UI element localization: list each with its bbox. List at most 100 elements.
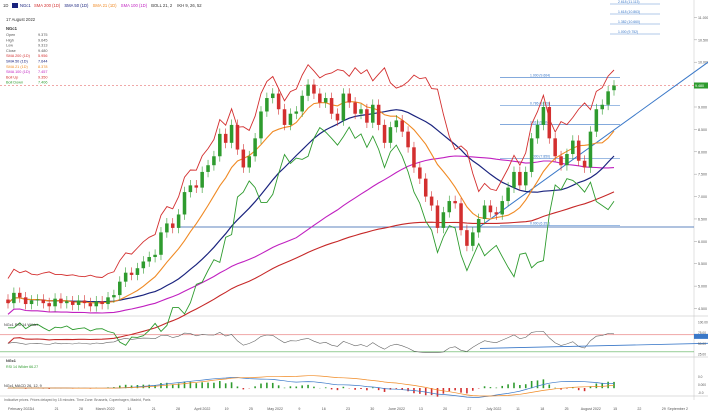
candle-body bbox=[6, 299, 10, 304]
toolbar-study-label: SMA 200 (1D) bbox=[34, 3, 61, 8]
candle-body bbox=[229, 124, 234, 143]
candle-body bbox=[94, 301, 99, 307]
candle-body bbox=[65, 301, 69, 304]
macd-histogram-bar bbox=[260, 383, 262, 389]
candle-body bbox=[123, 272, 128, 282]
candle-body bbox=[565, 154, 569, 166]
candle-body bbox=[341, 93, 346, 121]
symbol-icon bbox=[12, 3, 18, 8]
candle-body bbox=[288, 113, 293, 125]
candle-body bbox=[241, 149, 246, 168]
date-axis-label: 27 bbox=[467, 407, 471, 411]
macd-histogram-bar bbox=[607, 381, 609, 389]
macd-histogram-bar bbox=[601, 382, 604, 389]
macd-histogram-bar bbox=[524, 384, 527, 389]
macd-histogram-bar bbox=[471, 388, 474, 391]
candle-body bbox=[276, 93, 281, 110]
macd-histogram-bar bbox=[595, 383, 598, 389]
date-axis-label: 14 bbox=[30, 407, 34, 411]
rsi-line bbox=[7, 331, 615, 353]
macd-histogram-bar bbox=[583, 388, 586, 392]
candle-body bbox=[188, 185, 193, 193]
macd-histogram-bar bbox=[395, 388, 398, 389]
info-row-label: Boll Up bbox=[6, 75, 18, 79]
macd-histogram-bar bbox=[336, 388, 339, 391]
price-tick-label: 10.500 bbox=[698, 38, 708, 42]
candle-body bbox=[512, 171, 516, 188]
price-tick-label: 7.000 bbox=[698, 195, 707, 199]
macd-histogram-bar bbox=[242, 388, 245, 390]
toolbar-symbol: NGc1 bbox=[20, 3, 31, 8]
candle-body bbox=[376, 104, 381, 125]
date-axis-label: 25 bbox=[249, 407, 253, 411]
price-tick-label: 7.500 bbox=[698, 173, 707, 177]
macd-histogram-bar bbox=[307, 384, 309, 389]
macd-histogram-bar bbox=[224, 383, 227, 389]
fib-level-label: 2.618 (11.113) bbox=[618, 0, 640, 4]
macd-histogram-bar bbox=[213, 382, 215, 389]
candle-body bbox=[612, 85, 616, 91]
macd-histogram-bar bbox=[495, 387, 498, 389]
date-axis-label: 28 bbox=[79, 407, 83, 411]
candle-body bbox=[365, 109, 369, 123]
candle-body bbox=[582, 160, 587, 168]
sma-100-line bbox=[7, 155, 615, 315]
info-date: 17 August 2022 bbox=[6, 17, 36, 22]
candle-body bbox=[118, 281, 122, 296]
date-axis-label: September 2 bbox=[667, 407, 688, 411]
candle-body bbox=[59, 298, 63, 304]
macd-histogram-bar bbox=[183, 381, 186, 389]
candle-body bbox=[471, 232, 475, 246]
fib-level-label: 1.000 (9.664) bbox=[530, 73, 550, 77]
info-row-label: SMA 21 (1D) bbox=[6, 65, 28, 69]
candle-body bbox=[153, 254, 157, 258]
candle-body bbox=[429, 196, 434, 206]
date-axis-label: 25 bbox=[565, 407, 569, 411]
timeframe-label: 1D bbox=[3, 3, 8, 8]
macd-histogram-bar bbox=[236, 386, 239, 389]
candle-body bbox=[100, 301, 104, 305]
macd-histogram-bar bbox=[542, 379, 545, 389]
macd-histogram-bar bbox=[354, 388, 356, 390]
date-axis-label: 14 bbox=[127, 407, 131, 411]
candle-body bbox=[323, 98, 328, 103]
macd-histogram-bar bbox=[566, 388, 568, 389]
toolbar-study-label: SMA 21 (1D) bbox=[93, 3, 118, 8]
candle-body bbox=[476, 218, 481, 233]
candle-body bbox=[459, 203, 463, 231]
candle-body bbox=[135, 268, 140, 275]
candle-body bbox=[418, 167, 422, 179]
candle-body bbox=[412, 147, 416, 168]
info-row-value: 9.375 bbox=[38, 33, 48, 37]
rsi-tick-label: 25.00 bbox=[698, 353, 706, 357]
toolbar-study-label: IKH 9, 26, 52 bbox=[177, 3, 202, 8]
macd-title: NGc1 MACD 26, 12, 9 bbox=[4, 384, 42, 388]
candle-body bbox=[41, 299, 46, 304]
candle-body bbox=[606, 91, 610, 105]
price-tick-label: 10.000 bbox=[698, 61, 708, 65]
macd-histogram-bar bbox=[171, 384, 174, 389]
macd-histogram-bar bbox=[254, 386, 256, 389]
candle-body bbox=[347, 93, 352, 103]
info-row-value: 7.457 bbox=[38, 70, 48, 74]
date-axis-label: 15 bbox=[613, 407, 617, 411]
candle-body bbox=[423, 178, 428, 197]
rsi-tick-label: 100.00 bbox=[698, 321, 708, 325]
candle-body bbox=[312, 84, 316, 94]
macd-histogram-bar bbox=[436, 388, 439, 397]
info-row-label: SMA 100 (1D) bbox=[6, 70, 31, 74]
date-axis-label: 28 bbox=[176, 407, 180, 411]
macd-histogram-bar bbox=[430, 388, 433, 396]
macd-histogram-bar bbox=[589, 386, 592, 389]
info-row-label: Low bbox=[6, 44, 13, 48]
fib-level-label: 1.000 (9.752) bbox=[618, 30, 638, 34]
date-axis-label: 11 bbox=[516, 407, 520, 411]
macd-histogram-bar bbox=[454, 388, 456, 391]
macd-histogram-bar bbox=[548, 384, 551, 389]
price-tick-label: 8.000 bbox=[698, 150, 707, 154]
macd-histogram-bar bbox=[48, 388, 50, 389]
price-tick-label: 5.500 bbox=[698, 262, 707, 266]
macd-histogram-bar bbox=[483, 386, 486, 389]
